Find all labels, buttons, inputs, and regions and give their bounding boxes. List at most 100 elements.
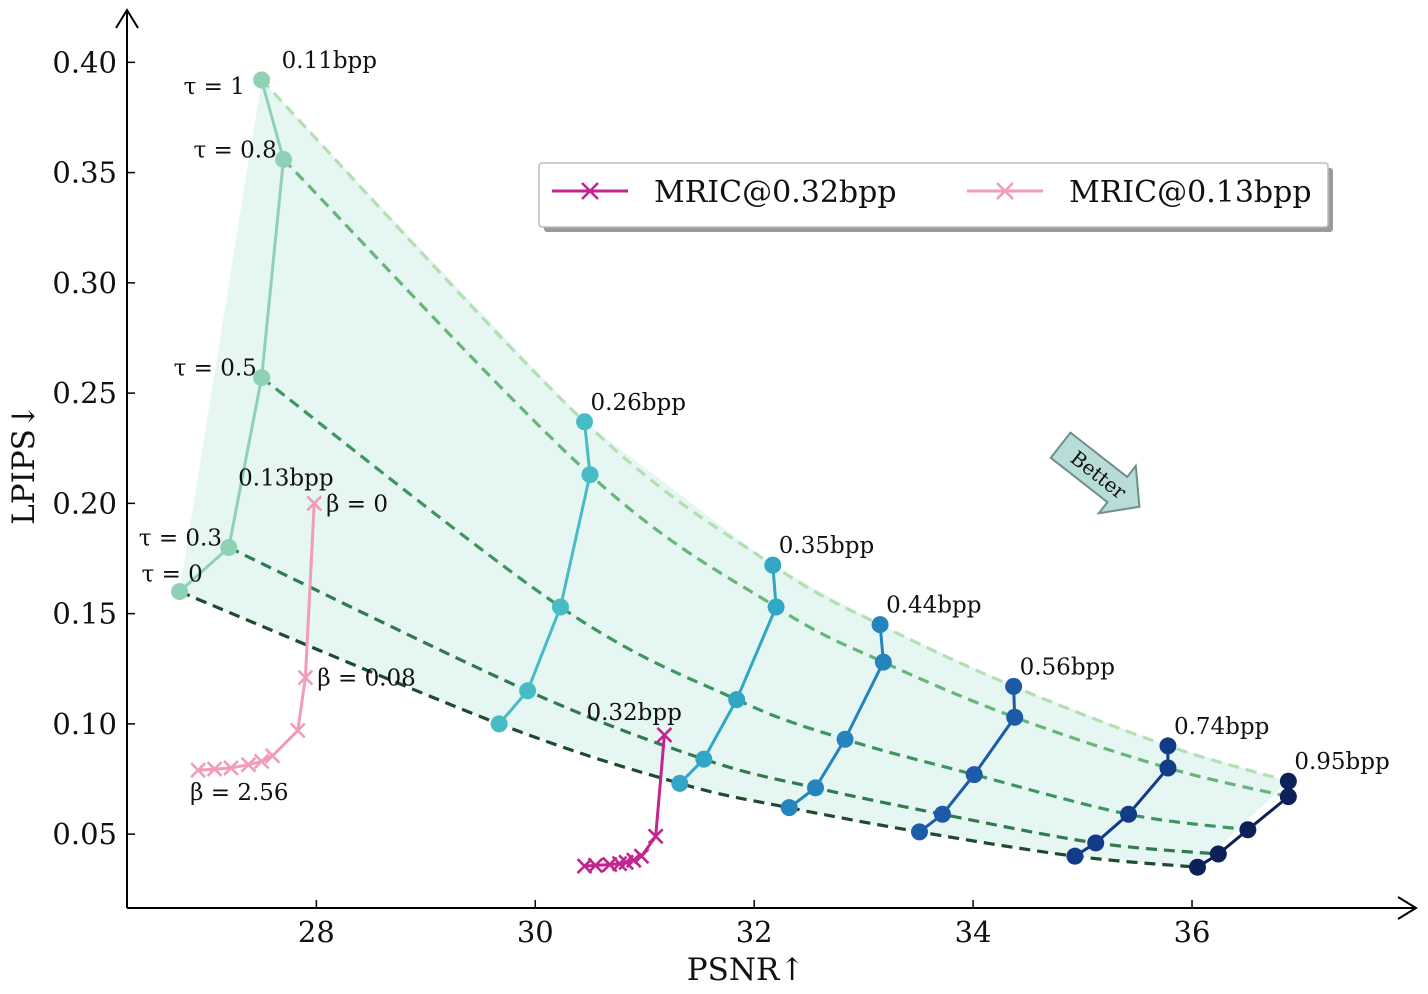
- data-point: [1159, 737, 1177, 755]
- y-tick-label: 0.10: [52, 707, 117, 741]
- x-marker-stroke: [306, 495, 323, 512]
- x-marker-stroke: [240, 756, 257, 773]
- data-point: [576, 413, 594, 431]
- mric-x-marker: [656, 726, 673, 743]
- x-marker-stroke: [576, 858, 593, 875]
- data-point: [728, 691, 746, 709]
- x-marker-stroke: [223, 760, 239, 776]
- x-marker-stroke: [190, 762, 207, 779]
- x-marker-stroke: [656, 726, 673, 743]
- tau-label: τ = 0: [142, 562, 203, 588]
- legend-box: [538, 162, 1329, 228]
- bitrate-label: 0.74bpp: [1174, 714, 1269, 740]
- data-point: [767, 598, 785, 616]
- mric-x-marker: [190, 762, 207, 779]
- data-point: [1087, 834, 1105, 852]
- y-tick-label: 0.35: [52, 156, 117, 190]
- data-point: [490, 715, 508, 733]
- tau-curve: [260, 78, 1289, 783]
- data-point: [874, 653, 892, 671]
- x-marker-stroke: [297, 669, 314, 686]
- x-tick-label: 34: [955, 915, 992, 949]
- x-marker-stroke: [581, 182, 599, 200]
- x-axis-arrow: [1397, 896, 1418, 920]
- tau-label: τ = 0.5: [174, 356, 257, 382]
- y-tick-label: 0.05: [52, 817, 117, 851]
- data-point: [1120, 805, 1138, 823]
- x-marker-stroke: [253, 753, 270, 770]
- beta-label: β = 2.56: [190, 780, 288, 806]
- data-point: [780, 799, 798, 817]
- bitrate-label: 0.44bpp: [886, 593, 981, 619]
- annotation-layer: 0.11bpp 0.26bpp 0.35bpp 0.44bpp 0.56bpp 0.74b…: [139, 48, 1390, 806]
- beta-label: β = 0.08: [317, 666, 415, 692]
- bitrate-label: 0.11bpp: [282, 48, 377, 74]
- legend-entry: MRIC@0.32bpp: [552, 175, 897, 210]
- legend-marker: [581, 182, 599, 200]
- tau-label: τ = 1: [184, 74, 245, 100]
- x-marker-stroke: [587, 857, 604, 874]
- points-layer: [171, 71, 1297, 876]
- data-point: [806, 779, 824, 797]
- x-marker-stroke: [647, 828, 664, 845]
- y-tick-label: 0.30: [52, 266, 117, 300]
- x-tick-label: 36: [1174, 915, 1211, 949]
- data-point: [551, 598, 569, 616]
- data-point: [1159, 759, 1177, 777]
- data-point: [1279, 788, 1297, 806]
- data-point: [171, 583, 189, 601]
- y-tick-label: 0.20: [52, 486, 117, 520]
- bitrate-label: 0.35bpp: [779, 533, 874, 559]
- data-point: [1066, 847, 1084, 865]
- data-point: [671, 774, 689, 792]
- data-point: [910, 823, 928, 841]
- better-arrow-shape: [1049, 431, 1141, 515]
- bitrate-label: 0.95bpp: [1294, 749, 1389, 775]
- mric-x-marker: [625, 852, 642, 869]
- mric-x-marker: [647, 828, 664, 845]
- data-point: [836, 730, 854, 748]
- data-point: [965, 766, 983, 784]
- y-axis-title: LPIPS↓: [6, 403, 42, 525]
- data-point: [253, 71, 271, 89]
- x-marker-stroke: [625, 852, 642, 869]
- mric-bitrate-label: 0.32bpp: [586, 700, 681, 726]
- data-point: [1006, 708, 1024, 726]
- data-point: [275, 150, 293, 168]
- fill-layer: [179, 80, 1289, 868]
- data-point: [1209, 845, 1227, 863]
- bitrate-label: 0.56bpp: [1020, 654, 1115, 680]
- x-marker-stroke: [206, 761, 223, 777]
- x-marker-stroke: [996, 182, 1014, 200]
- data-point: [1189, 858, 1207, 876]
- mric-bitrate-label: 0.13bpp: [238, 465, 333, 491]
- data-point: [1005, 677, 1023, 695]
- data-point: [253, 369, 271, 387]
- x-tick-label: 32: [736, 915, 773, 949]
- bitrate-label: 0.26bpp: [591, 390, 686, 416]
- data-point: [695, 750, 713, 768]
- legend-entry: MRIC@0.13bpp: [967, 175, 1312, 210]
- mric-x-marker: [587, 857, 604, 874]
- tau-curve: [260, 376, 1249, 832]
- y-tick-label: 0.40: [52, 45, 117, 79]
- x-tick-label: 28: [298, 915, 335, 949]
- data-point: [581, 466, 599, 484]
- mric-x-marker: [289, 722, 306, 739]
- y-tick-label: 0.15: [52, 597, 117, 631]
- tau-curve: [282, 158, 1289, 799]
- mric-x-marker: [240, 756, 257, 773]
- data-point: [871, 616, 889, 634]
- legend: MRIC@0.32bpp MRIC@0.13bpp: [538, 162, 1333, 232]
- data-point: [933, 805, 951, 823]
- y-axis-arrow: [115, 8, 139, 29]
- mric-x-marker: [633, 848, 650, 865]
- mric-x-marker: [306, 495, 323, 512]
- y-tick-label: 0.25: [52, 376, 117, 410]
- x-tick-label: 30: [517, 915, 554, 949]
- data-point: [519, 682, 537, 700]
- legend-label: MRIC@0.32bpp: [654, 175, 897, 210]
- data-point: [764, 556, 782, 574]
- data-point: [1239, 821, 1257, 839]
